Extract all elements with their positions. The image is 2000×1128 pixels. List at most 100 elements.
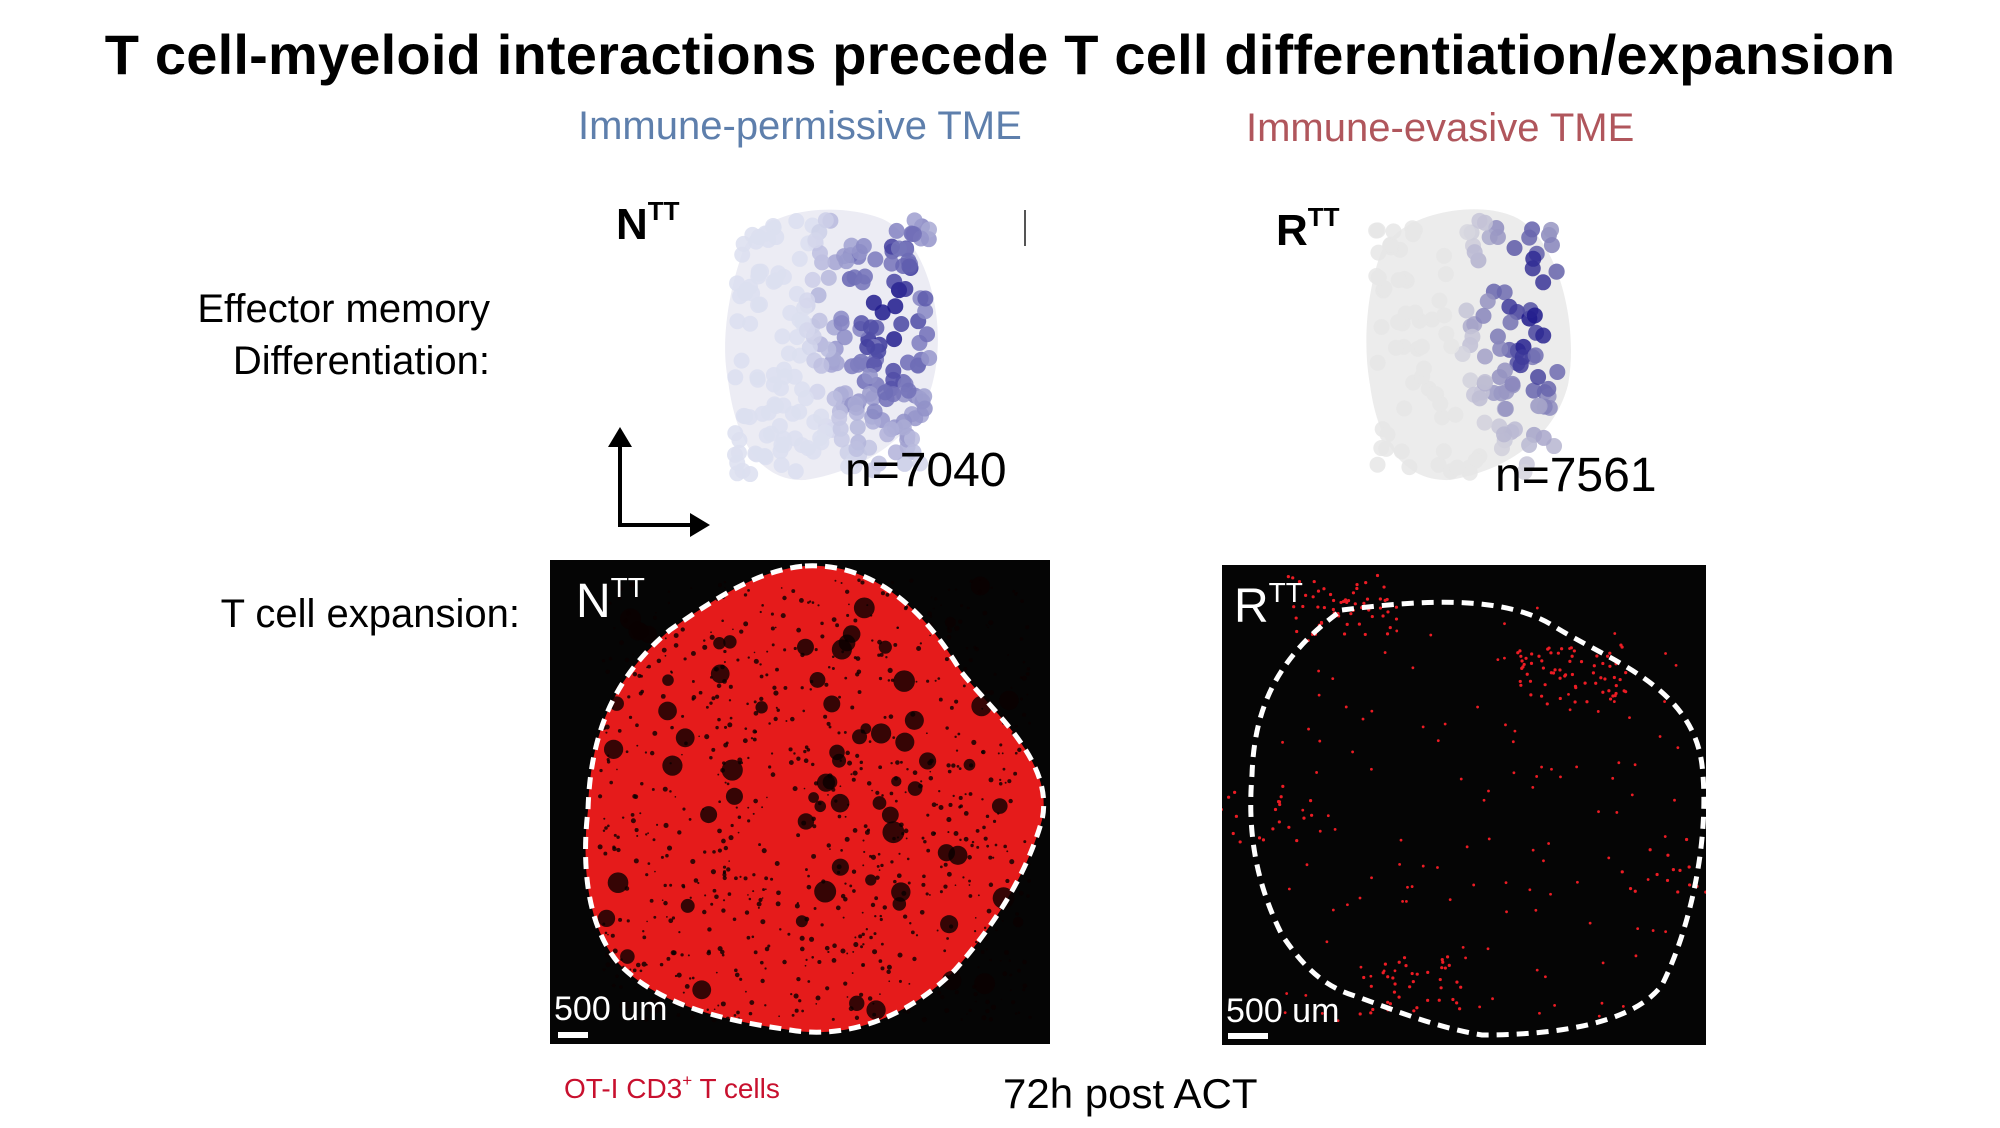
- tissue-gap: [885, 592, 890, 597]
- tissue-gap: [944, 1008, 950, 1013]
- tissue-gap: [761, 604, 764, 607]
- tissue-gap: [862, 864, 865, 867]
- tissue-gap: [989, 958, 993, 962]
- umap-cell-dot: [1369, 354, 1386, 371]
- tissue-gap: [728, 684, 733, 689]
- umap-cell-dot: [1373, 319, 1390, 336]
- umap-cell-dot: [787, 463, 804, 480]
- tissue-gap: [808, 792, 819, 803]
- tissue-gap: [868, 740, 872, 743]
- tissue-gap: [667, 590, 671, 594]
- red-cell: [1684, 837, 1689, 842]
- tissue-gap: [1022, 983, 1028, 989]
- umap-cell-dot: [780, 345, 797, 362]
- tissue-gap: [921, 882, 926, 887]
- umap-cell-dot: [1369, 222, 1386, 239]
- tissue-gap: [881, 794, 884, 797]
- tissue-gap: [601, 604, 607, 610]
- umap-cell-dot: [799, 292, 816, 309]
- red-cell: [1618, 677, 1622, 682]
- tissue-gap: [597, 909, 616, 928]
- tissue-gap: [876, 864, 880, 868]
- umap-cell-dot: [1387, 339, 1404, 356]
- umap-cell-dot: [886, 331, 903, 348]
- tissue-gap: [825, 986, 830, 991]
- tissue-gap: [813, 781, 819, 786]
- red-cell: [1614, 684, 1618, 688]
- tissue-gap: [654, 870, 656, 873]
- tissue-gap: [1003, 844, 1007, 849]
- tissue-gap: [949, 705, 954, 710]
- umap-cell-dot: [1504, 375, 1521, 392]
- tissue-gap: [642, 935, 647, 940]
- tissue-gap: [739, 875, 742, 878]
- tissue-gap: [837, 731, 841, 735]
- umap-cell-dot: [1438, 325, 1455, 342]
- tissue-gap: [981, 707, 984, 710]
- tissue-gap: [756, 901, 762, 907]
- tissue-gap: [840, 849, 843, 852]
- tissue-gap: [747, 588, 750, 592]
- umap-cell-dot: [1548, 263, 1565, 280]
- red-cell: [1540, 659, 1544, 663]
- tissue-gap: [664, 637, 667, 640]
- tissue-gap: [768, 722, 771, 725]
- umap-cell-dot: [1396, 400, 1413, 417]
- tissue-gap: [863, 850, 866, 854]
- tissue-gap: [605, 669, 610, 675]
- red-cell: [1415, 1006, 1419, 1010]
- tissue-gap: [604, 952, 611, 958]
- tissue-gap: [737, 815, 742, 819]
- tissue-gap: [1025, 672, 1030, 676]
- red-cell: [1458, 1007, 1462, 1011]
- red-cell: [1704, 890, 1706, 894]
- umap-cell-dot: [1382, 236, 1399, 253]
- tissue-gap: [879, 652, 884, 657]
- red-cell: [1559, 775, 1562, 779]
- tissue-gap: [632, 794, 637, 799]
- tissue-gap: [1028, 863, 1031, 866]
- tissue-gap: [690, 650, 696, 656]
- tissue-gap: [721, 759, 743, 781]
- tissue-gap: [702, 644, 708, 650]
- tissue-gap: [713, 1008, 716, 1011]
- tissue-gap: [722, 872, 727, 877]
- tissue-gap: [770, 612, 774, 616]
- tissue-gap: [862, 839, 865, 842]
- umap-cell-dot: [919, 326, 936, 343]
- tissue-gap: [710, 869, 716, 875]
- tissue-gap: [697, 881, 700, 885]
- tissue-gap: [852, 889, 856, 893]
- tissue-gap: [752, 873, 756, 877]
- tissue-gap: [732, 917, 737, 922]
- tissue-gap: [612, 948, 618, 954]
- umap-cell-dot: [1415, 360, 1432, 377]
- tumor-section-r: [1222, 573, 1706, 1038]
- umap-cell-dot: [905, 226, 922, 243]
- tissue-gap: [830, 793, 850, 813]
- tissue-gap: [903, 606, 908, 611]
- tissue-gap: [747, 656, 750, 659]
- tissue-gap: [800, 652, 805, 658]
- tissue-gap: [770, 752, 774, 755]
- tissue-gap: [759, 610, 762, 614]
- red-cell: [1612, 675, 1616, 680]
- red-cell: [1579, 660, 1584, 664]
- tissue-gap: [797, 813, 815, 830]
- umap-cell-dot: [788, 213, 805, 230]
- tissue-gap: [688, 817, 692, 821]
- tissue-gap: [714, 667, 718, 672]
- tissue-gap: [1010, 686, 1013, 689]
- tissue-gap: [785, 719, 788, 722]
- red-cell: [1238, 840, 1242, 844]
- tissue-gap: [737, 831, 740, 834]
- tissue-gap: [946, 634, 952, 640]
- tissue-gap: [854, 1015, 860, 1020]
- red-cell: [1556, 651, 1560, 655]
- tissue-gap: [639, 969, 643, 973]
- tissue-gap: [759, 696, 764, 702]
- tissue-gap: [634, 827, 639, 833]
- tissue-gap: [749, 1000, 755, 1005]
- tissue-gap: [807, 601, 810, 604]
- tissue-gap: [658, 701, 677, 721]
